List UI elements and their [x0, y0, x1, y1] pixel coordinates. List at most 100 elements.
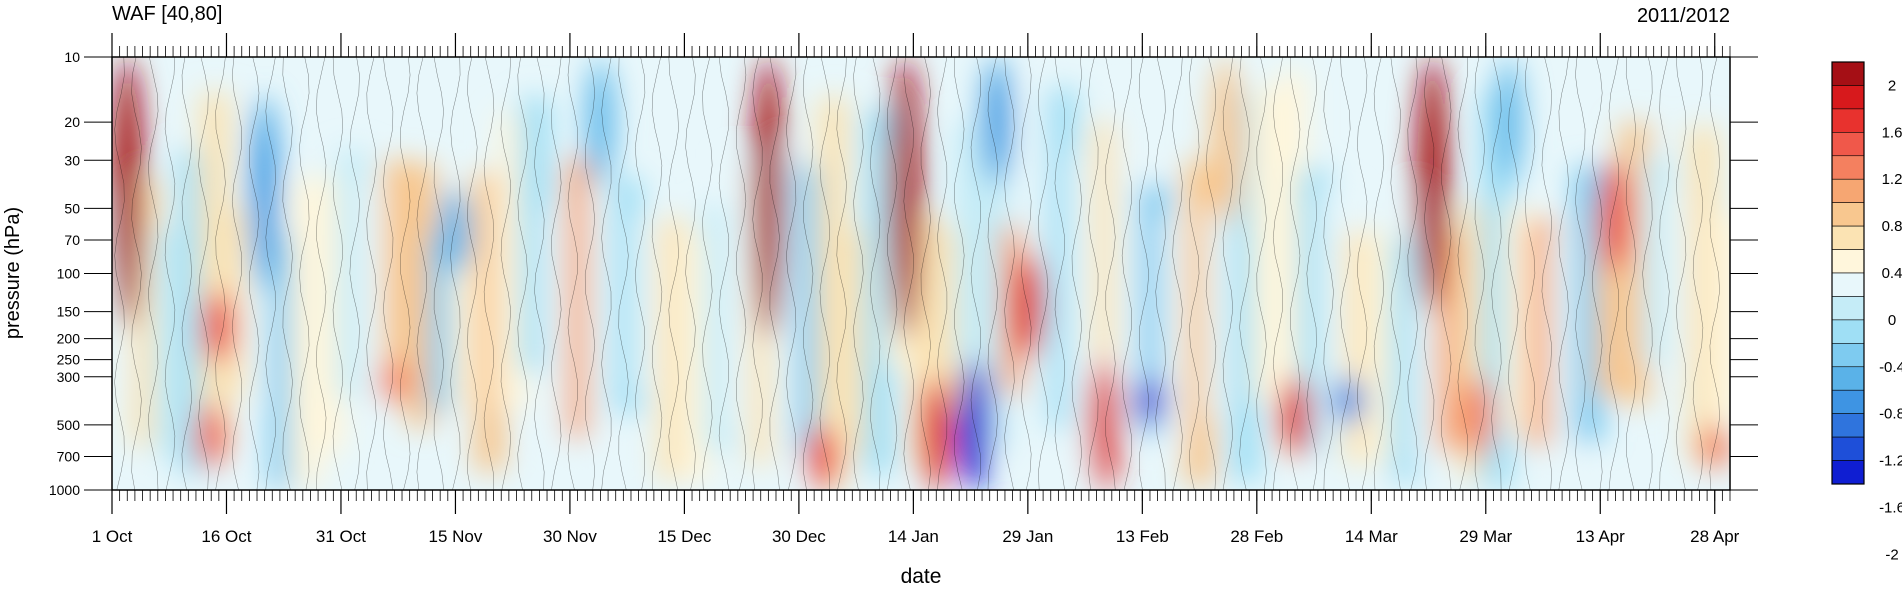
contour-line: [1205, 57, 1217, 490]
x-tick-label: 30 Dec: [772, 527, 826, 546]
y-tick-label: 300: [57, 369, 81, 385]
colorbar-cell: [1831, 225, 1865, 250]
y-tick-label: 20: [64, 114, 80, 130]
anomaly-core: [1607, 173, 1624, 261]
y-axis-label: pressure (hPa): [2, 207, 24, 339]
contour-line: [249, 57, 260, 490]
y-tick-label: 10: [64, 49, 80, 65]
contour-line: [1491, 57, 1502, 490]
contour-line: [1541, 57, 1552, 490]
contour-line: [483, 57, 495, 490]
contour-line: [1054, 57, 1065, 490]
x-tick-label: 30 Nov: [543, 527, 597, 546]
colorbar-cell: [1831, 61, 1865, 86]
contour-line: [567, 57, 578, 490]
contour-line: [215, 57, 226, 490]
field-blobs: [112, 57, 1730, 490]
contour-line: [181, 57, 192, 490]
anomaly-core: [203, 411, 220, 462]
contour-line: [1441, 57, 1452, 490]
contour-line: [1692, 57, 1704, 490]
x-tick-label: 28 Apr: [1690, 527, 1739, 546]
x-axis: 1 Oct 16 Oct 31 Oct 15 Nov 30 Nov 15 Dec 30 De…: [92, 33, 1740, 546]
chart-title-left: WAF [40,80]: [112, 3, 222, 25]
colorbar-cell: [1831, 155, 1865, 180]
contour-line: [1373, 57, 1385, 490]
contour-line: [702, 57, 713, 490]
contour-line: [1121, 57, 1132, 490]
contour-line: [332, 57, 344, 490]
colorbar-label: 1.2: [1882, 171, 1902, 188]
contour-line: [954, 57, 965, 490]
contour-line: [1290, 57, 1301, 490]
contour-line: [618, 57, 629, 490]
y-tick-label: 70: [64, 232, 80, 248]
contour-line: [584, 57, 596, 490]
colorbar-cell: [1831, 132, 1865, 157]
x-tick-label: 1 Oct: [92, 527, 133, 546]
x-tick-label: 31 Oct: [316, 527, 366, 546]
contour-line: [1105, 57, 1116, 490]
contour-line: [164, 57, 176, 490]
contour-line: [786, 57, 797, 490]
contour-line: [1357, 57, 1368, 490]
contour-line: [769, 57, 780, 490]
anomaly-core: [210, 299, 227, 355]
colorbar-label: 0.8: [1882, 218, 1902, 235]
contour-line: [400, 57, 411, 490]
contour-line: [853, 57, 864, 490]
colorbar: 2 1.6 1.2 0.8 0.4 0 -0.4 -0.8 -1.2 -1.6 -2: [1831, 61, 1902, 563]
contour-field: [112, 57, 1730, 490]
colorbar-cell: [1831, 436, 1865, 461]
colorbar-cell: [1831, 460, 1865, 485]
colorbar-cell: [1831, 85, 1865, 110]
colorbar-label: 0: [1888, 312, 1896, 329]
contour-line: [1138, 57, 1150, 490]
contour-line: [1474, 57, 1485, 490]
contour-line: [634, 57, 646, 490]
contour-line: [1004, 57, 1015, 490]
contour-line: [1323, 57, 1334, 490]
contour-line: [534, 57, 545, 490]
anomaly-core: [256, 117, 273, 269]
colorbar-cell: [1831, 319, 1865, 344]
colorbar-cell: [1831, 272, 1865, 297]
colorbar-cell: [1831, 296, 1865, 321]
plot-area: [111, 56, 1731, 491]
contour-line: [1239, 57, 1250, 490]
x-tick-label: 15 Nov: [429, 527, 483, 546]
contour-line: [114, 57, 125, 490]
x-tick-label: 29 Mar: [1459, 527, 1512, 546]
colorbar-frame: [1831, 61, 1865, 485]
contour-line: [886, 57, 898, 490]
contour-line: [819, 57, 830, 490]
contour-line: [265, 57, 276, 490]
contour-line: [366, 57, 377, 490]
contour-line: [685, 57, 696, 490]
anomaly-core: [897, 89, 914, 307]
anomaly-core: [1706, 429, 1723, 464]
colorbar-label: 1.6: [1882, 124, 1902, 141]
contour-line: [1642, 57, 1653, 490]
anomaly-core: [447, 197, 464, 264]
field-band: [1710, 216, 1730, 421]
contour-line: [1155, 57, 1166, 490]
contour-line: [467, 57, 478, 490]
y-tick-label: 30: [64, 152, 80, 168]
contour-line: [970, 57, 981, 490]
contour-line: [735, 57, 747, 490]
contour-line: [198, 57, 209, 490]
colorbar-cell: [1831, 389, 1865, 414]
contour-line: [601, 57, 612, 490]
anomaly-core: [1286, 385, 1303, 448]
contour-line: [668, 57, 679, 490]
contour-line: [450, 57, 461, 490]
anomaly-core: [760, 89, 777, 307]
anomaly-core: [1141, 382, 1158, 420]
anomaly-core: [592, 72, 609, 173]
anomaly-core: [966, 374, 983, 475]
contour-line: [1558, 57, 1569, 490]
colorbar-label: -1.6: [1879, 499, 1902, 516]
colorbar-label: 2: [1888, 77, 1896, 94]
